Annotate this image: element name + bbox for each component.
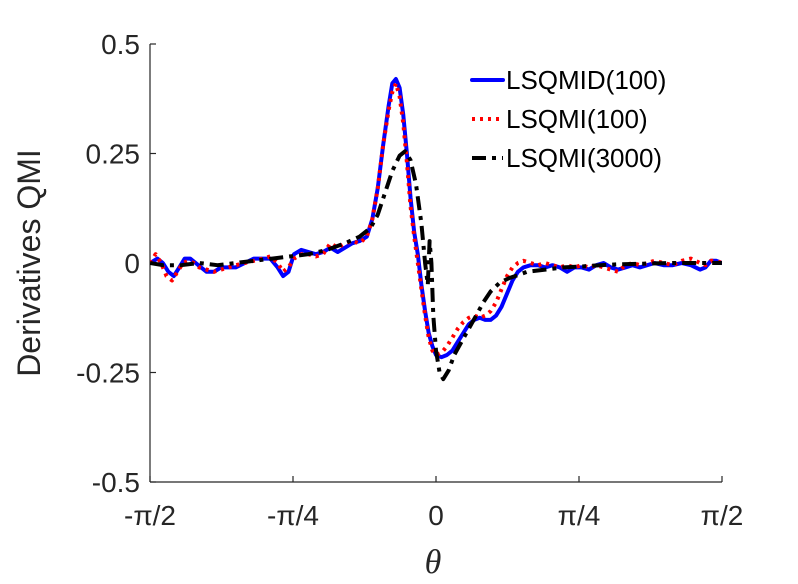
x-tick-label: -π/4	[267, 500, 319, 531]
legend-label: LSQMID(100)	[506, 65, 666, 95]
y-tick-label: -0.5	[92, 467, 140, 498]
legend-label: LSQMI(100)	[506, 104, 648, 134]
y-axis-label: Derivatives QMI	[11, 149, 47, 377]
x-axis-label: θ	[425, 544, 442, 581]
y-ticks: 0.5 0.25 0 -0.25 -0.5	[76, 29, 156, 498]
y-tick-label: 0.25	[86, 139, 141, 170]
y-tick-label: -0.25	[76, 358, 140, 389]
x-ticks: -π/2 -π/4 0 π/4 π/2	[124, 476, 743, 531]
x-tick-label: π/4	[558, 500, 601, 531]
series-line-2	[150, 149, 722, 382]
y-tick-label: 0	[124, 248, 140, 279]
x-tick-label: -π/2	[124, 500, 176, 531]
legend-label: LSQMI(3000)	[506, 143, 662, 173]
series-line-1	[150, 81, 722, 357]
legend: LSQMID(100) LSQMI(100) LSQMI(3000)	[470, 65, 666, 173]
x-tick-label: π/2	[701, 500, 744, 531]
y-tick-label: 0.5	[101, 29, 140, 60]
x-tick-label: 0	[428, 500, 444, 531]
series-group	[150, 77, 722, 382]
